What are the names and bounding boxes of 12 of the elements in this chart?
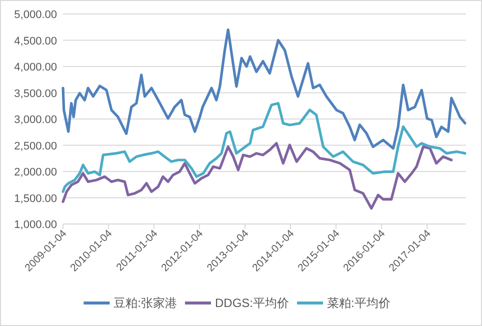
y-tick-label: 4,000.00 bbox=[14, 62, 57, 74]
y-tick-label: 1,000.00 bbox=[14, 219, 57, 231]
y-tick-label: 3,500.00 bbox=[14, 88, 57, 100]
y-tick-label: 2,000.00 bbox=[14, 166, 57, 178]
y-tick-label: 1,500.00 bbox=[14, 192, 57, 205]
legend-label: 菜粕:平均价 bbox=[327, 296, 390, 310]
y-tick-label: 3,000.00 bbox=[14, 114, 57, 126]
legend-label: 豆粕:张家港 bbox=[114, 296, 177, 310]
legend-label: DDGS:平均价 bbox=[214, 296, 290, 310]
y-tick-label: 5,000.00 bbox=[14, 9, 57, 21]
y-tick-label: 4,500.00 bbox=[14, 35, 57, 48]
y-tick-label: 2,500.00 bbox=[14, 140, 57, 152]
